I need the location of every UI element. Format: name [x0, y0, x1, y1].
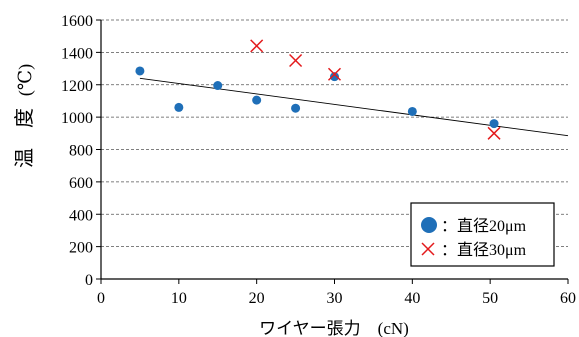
x-tick-label: 20 [249, 290, 265, 307]
data-point-circle [291, 103, 301, 113]
data-point-cross [250, 39, 264, 53]
x-axis-label: ワイヤー張力 (cN) [259, 319, 409, 337]
x-tick-label: 10 [171, 290, 187, 307]
y-tick-label: 1200 [61, 78, 93, 95]
data-point-circle [489, 119, 499, 129]
legend-label-series-1: ：直径20μm [441, 217, 527, 235]
data-points [135, 39, 501, 140]
data-point-circle [174, 102, 184, 112]
y-tick-label: 1600 [61, 13, 93, 30]
x-tick-label: 30 [327, 290, 343, 307]
y-tick-label: 600 [69, 175, 93, 192]
trendline-group [139, 77, 569, 137]
y-axis-label-unit: (℃) [15, 64, 36, 96]
axes [96, 19, 569, 284]
y-tick-label: 1000 [61, 110, 93, 127]
legend-marker-circle [421, 217, 437, 233]
legend-box [410, 202, 555, 267]
tick-labels: 0 200 400 600 800 1000 1200 1400 1600 0 10 20 30 40 50… [61, 13, 576, 307]
data-point-circle [252, 95, 262, 105]
data-point-cross [289, 53, 303, 67]
data-point-cross [487, 126, 501, 140]
y-axis-label-main: 温 度 [13, 108, 36, 168]
x-tick-label: 40 [404, 290, 420, 307]
y-tick-label: 0 [85, 272, 93, 289]
legend: ：直径20μm ：直径30μm [410, 202, 555, 267]
data-point-circle [407, 106, 417, 116]
data-point-cross [327, 67, 342, 81]
data-point-circle [135, 66, 145, 76]
x-tick-label: 0 [97, 290, 105, 307]
y-tick-label: 200 [69, 240, 93, 257]
data-point-circle [330, 72, 339, 82]
x-tick-label: 50 [482, 290, 498, 307]
data-point-circle [213, 81, 223, 91]
y-tick-label: 800 [69, 143, 93, 160]
y-tick-label: 1400 [61, 45, 93, 62]
trendline [139, 77, 569, 137]
x-tick-label: 60 [560, 290, 576, 307]
gridlines [101, 19, 568, 248]
y-axis-label: 温 度 (℃) [13, 64, 36, 168]
legend-marker-cross [421, 242, 435, 256]
legend-label-series-2: ：直径30μm [441, 241, 527, 259]
y-tick-label: 400 [69, 207, 93, 224]
